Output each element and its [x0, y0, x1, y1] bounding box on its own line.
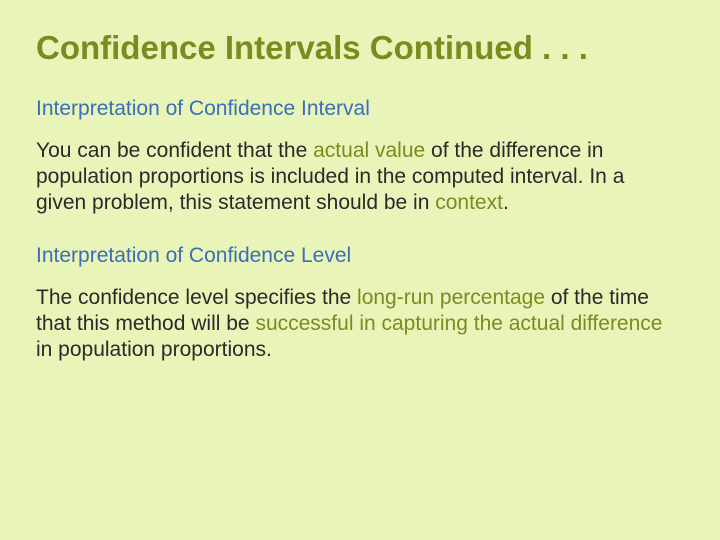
section-1-body: You can be confident that the actual val…	[36, 138, 676, 217]
highlight-text: actual value	[313, 139, 425, 162]
highlight-text: successful in capturing the actual diffe…	[255, 312, 662, 335]
slide-title: Confidence Intervals Continued . . .	[36, 28, 684, 68]
text-segment: .	[503, 191, 509, 214]
section-1-heading: Interpretation of Confidence Interval	[36, 96, 684, 122]
highlight-text: context	[435, 191, 503, 214]
highlight-text: long-run percentage	[357, 286, 545, 309]
text-segment: You can be confident that the	[36, 139, 313, 162]
section-2-heading: Interpretation of Confidence Level	[36, 243, 684, 269]
section-2-body: The confidence level specifies the long-…	[36, 285, 676, 364]
text-segment: The confidence level specifies the	[36, 286, 357, 309]
text-segment: in population proportions.	[36, 338, 272, 361]
